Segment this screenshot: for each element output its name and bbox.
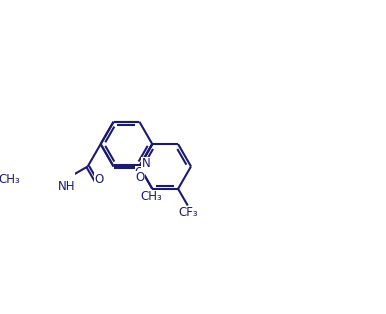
Text: CH₃: CH₃ bbox=[140, 190, 162, 203]
Text: NH: NH bbox=[58, 180, 75, 193]
Text: O: O bbox=[135, 171, 145, 184]
Text: O: O bbox=[2, 173, 11, 186]
Text: N: N bbox=[141, 157, 150, 171]
Text: CH₃: CH₃ bbox=[0, 173, 20, 186]
Text: O: O bbox=[94, 173, 103, 186]
Text: CF₃: CF₃ bbox=[178, 206, 198, 219]
Text: O: O bbox=[135, 166, 144, 179]
